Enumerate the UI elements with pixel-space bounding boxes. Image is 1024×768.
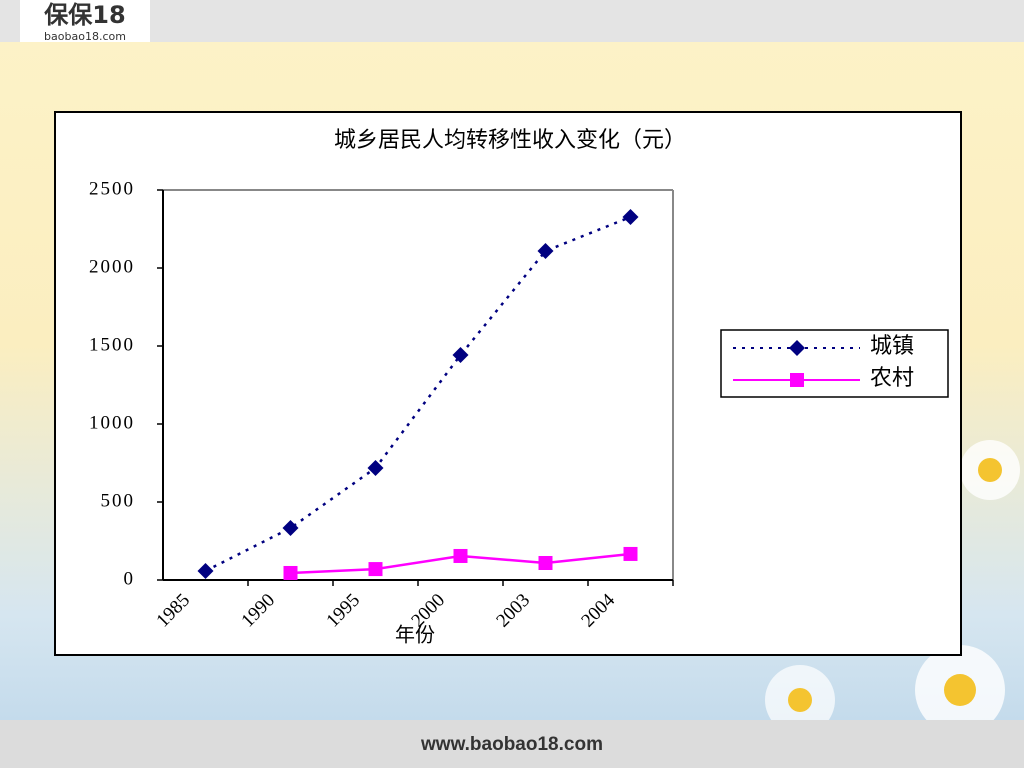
- data-point: [367, 459, 384, 476]
- flowers: [765, 440, 1020, 735]
- top-bar: [0, 0, 1024, 42]
- legend-label: 农村: [870, 365, 914, 390]
- legend-marker: [790, 373, 804, 387]
- chart-title: 城乡居民人均转移性收入变化（元）: [334, 127, 686, 152]
- data-point: [453, 548, 468, 563]
- y-tick-label: 1000: [89, 412, 135, 433]
- y-tick-label: 0: [124, 568, 136, 589]
- data-point: [623, 546, 638, 561]
- data-point: [537, 242, 554, 259]
- legend-label: 城镇: [870, 333, 914, 358]
- logo-sub: baobao18.com: [44, 30, 126, 43]
- data-point: [538, 555, 553, 570]
- data-point: [452, 347, 469, 364]
- legend-marker: [789, 340, 805, 356]
- x-axis-label: 年份: [395, 624, 435, 647]
- data-point: [622, 208, 639, 225]
- bottom-bar: [0, 720, 1024, 768]
- data-point: [197, 562, 214, 579]
- y-tick-label: 500: [101, 490, 136, 511]
- logo-box: [20, 0, 150, 42]
- y-tick-label: 2500: [89, 178, 135, 199]
- data-point: [283, 565, 298, 580]
- y-tick-label: 2000: [89, 256, 135, 277]
- data-point: [368, 562, 383, 577]
- legend: [720, 329, 949, 398]
- footer-url: www.baobao18.com: [420, 734, 603, 755]
- data-point: [282, 520, 299, 537]
- y-tick-label: 1500: [89, 334, 135, 355]
- logo: 保保18: [43, 1, 125, 29]
